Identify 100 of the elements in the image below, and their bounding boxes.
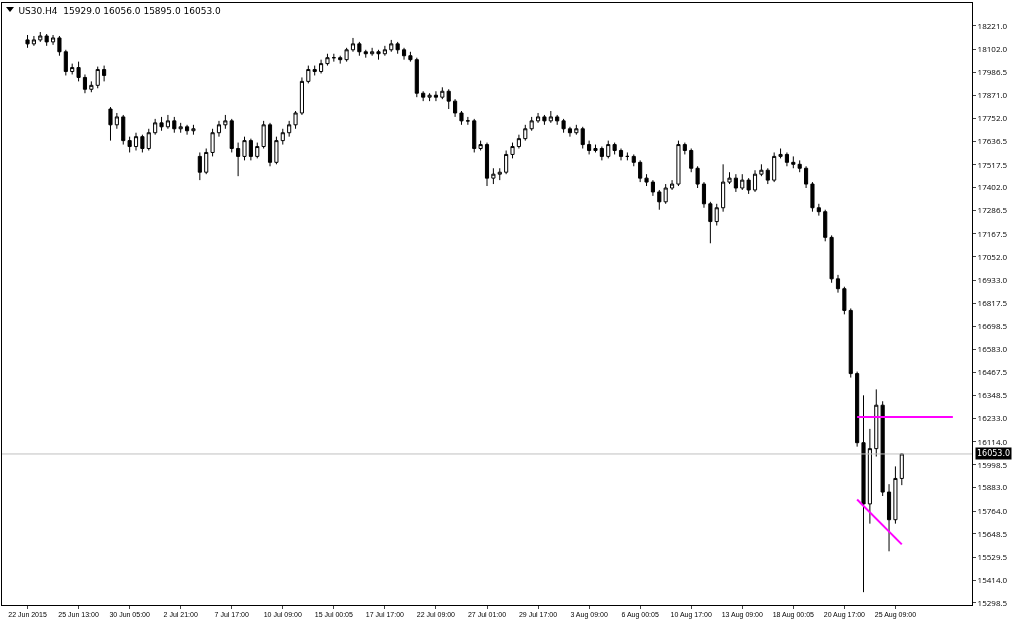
candlestick (504, 149, 509, 175)
candlestick (108, 106, 113, 142)
y-tick-label: 15529.5 (977, 551, 1008, 563)
y-tick-label: 17286.5 (977, 204, 1008, 216)
y-tick-label: 17052.0 (977, 250, 1008, 262)
candlestick (229, 118, 234, 153)
y-tick-label: 18221.0 (977, 19, 1008, 31)
candlestick (185, 124, 190, 136)
candlestick (261, 120, 266, 150)
candlestick (95, 66, 100, 89)
y-tick-label: 15648.5 (977, 527, 1008, 539)
candlestick (299, 76, 304, 116)
candlestick (880, 400, 885, 497)
candlestick (236, 142, 241, 177)
y-tick-label: 15998.5 (977, 458, 1008, 470)
y-tick-label: 16114.0 (977, 435, 1008, 447)
ref-line-label: 16053.0 (977, 449, 1011, 458)
candlestick (740, 173, 745, 191)
candlestick (510, 142, 515, 159)
chart-title: US30.H4 15929.0 16056.0 15895.0 16053.0 (18, 5, 221, 16)
candlestick (567, 126, 573, 138)
candlestick (159, 116, 164, 132)
candlestick (708, 201, 713, 244)
candlestick (427, 92, 432, 102)
candlestick (848, 307, 853, 379)
candlestick (63, 49, 68, 76)
candlestick (899, 452, 904, 486)
candlestick (778, 148, 783, 159)
candlestick (325, 53, 330, 67)
candlestick (338, 55, 343, 65)
candlestick (638, 159, 643, 183)
candlestick (721, 163, 726, 213)
candlestick (689, 148, 694, 173)
candlestick (382, 45, 387, 57)
candlestick (344, 47, 349, 63)
candlestick (535, 112, 541, 124)
candlestick (153, 118, 158, 136)
candlestick (216, 120, 222, 138)
candlestick (25, 34, 30, 49)
y-tick-label: 15414.0 (977, 573, 1008, 585)
candlestick (370, 47, 375, 57)
candlestick (574, 124, 579, 136)
candlestick (357, 41, 362, 57)
candlestick (701, 181, 707, 209)
y-tick-label: 16583.0 (977, 343, 1008, 355)
candlestick (886, 483, 892, 552)
candlestick (561, 118, 566, 134)
y-tick-label: 17167.5 (977, 227, 1008, 239)
y-tick-label: 17986.5 (977, 66, 1008, 77)
candlestick (861, 394, 866, 593)
candlestick (133, 132, 139, 151)
candlestick (516, 134, 521, 150)
y-tick-label: 16933.0 (977, 274, 1008, 286)
candlestick (810, 181, 815, 213)
candlestick (727, 171, 732, 185)
candlestick (497, 167, 502, 181)
candlestick (752, 169, 758, 193)
candlestick (121, 114, 126, 146)
y-tick-label: 16348.5 (977, 389, 1008, 401)
y-tick-label: 15883.0 (977, 481, 1008, 493)
candlestick (746, 177, 751, 195)
candlestick (587, 140, 592, 155)
candlestick (127, 136, 132, 153)
candlestick (676, 140, 681, 187)
candlestick (401, 47, 407, 61)
candlestick (319, 59, 324, 74)
candlestick (555, 114, 560, 126)
candlestick (274, 136, 279, 165)
y-tick-label: 15298.5 (977, 596, 1008, 608)
candlestick (484, 142, 490, 187)
candlestick (491, 167, 496, 185)
candlestick (267, 122, 273, 167)
candlestick (223, 114, 228, 130)
candlestick (714, 203, 719, 227)
y-tick-label: 17871.0 (977, 88, 1008, 100)
candlestick (210, 128, 215, 157)
candlestick (31, 35, 36, 47)
candlestick (804, 165, 809, 189)
candlestick (197, 151, 202, 181)
candlestick (835, 274, 841, 294)
candlestick (389, 39, 394, 53)
candlestick (593, 144, 598, 153)
candlestick (248, 138, 253, 161)
candlestick (618, 148, 624, 161)
candlestick (759, 163, 764, 177)
y-tick-label: 17402.0 (977, 181, 1008, 193)
candlestick (57, 35, 62, 57)
candlestick (363, 49, 368, 59)
candlestick (599, 146, 604, 161)
candlestick (165, 114, 170, 130)
candlestick (867, 428, 872, 525)
candlestick (612, 142, 617, 155)
y-tick-label: 16698.5 (977, 320, 1008, 332)
candlestick (350, 37, 356, 53)
candlestick (76, 61, 81, 82)
candlestick (287, 120, 292, 138)
candlestick (421, 90, 426, 102)
candlestick (255, 142, 260, 159)
y-tick-label: 18102.0 (977, 43, 1008, 55)
candlestick (631, 153, 636, 167)
